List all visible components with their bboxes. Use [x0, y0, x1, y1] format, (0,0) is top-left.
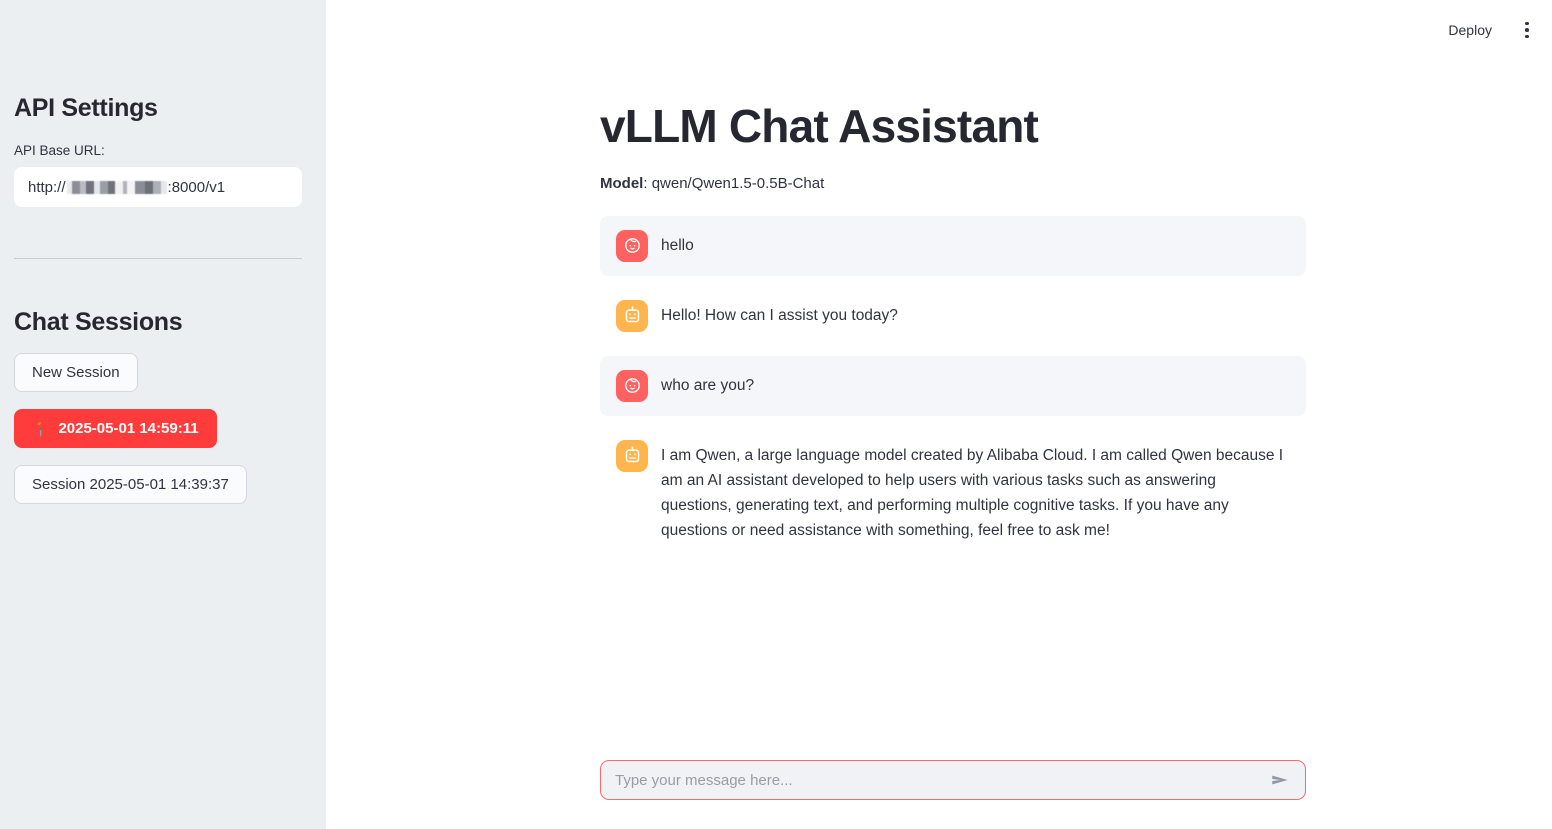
chat-message-text: Hello! How can I assist you today?	[661, 306, 898, 324]
api-base-url-input[interactable]: http:// :8000/v1	[14, 167, 302, 207]
new-session-button[interactable]: New Session	[14, 353, 138, 392]
send-arrow-icon[interactable]	[1265, 765, 1295, 795]
chat-message-list: hello Hello! How can I a	[600, 215, 1306, 557]
sidebar: API Settings API Base URL: http:// :8000/…	[0, 0, 326, 829]
chat-message-assistant: I am Qwen, a large language model create…	[600, 426, 1306, 557]
baby-face-icon	[616, 229, 648, 262]
api-base-url-label: API Base URL:	[14, 143, 105, 158]
content-column: vLLM Chat Assistant Model: qwen/Qwen1.5-…	[600, 0, 1306, 567]
deploy-button[interactable]: Deploy	[1440, 18, 1500, 42]
model-label: Model	[600, 174, 644, 192]
page-title: vLLM Chat Assistant	[600, 100, 1039, 152]
api-settings-heading: API Settings	[14, 94, 158, 122]
sidebar-divider	[14, 258, 302, 259]
chat-message-text: who are you?	[661, 376, 755, 394]
api-base-url-prefix: http://	[28, 178, 66, 196]
message-composer[interactable]	[600, 760, 1306, 800]
sidebar-session-active-label: 2025-05-01 14:59:11	[58, 420, 199, 437]
model-line: Model: qwen/Qwen1.5-0.5B-Chat	[600, 175, 1306, 192]
robot-icon	[616, 299, 648, 332]
chat-message-user: hello	[600, 215, 1306, 276]
message-input[interactable]	[615, 762, 1265, 798]
chat-message-text: I am Qwen, a large language model create…	[661, 446, 1284, 540]
model-separator: :	[643, 174, 652, 192]
sidebar-session-active[interactable]: 📍 2025-05-01 14:59:11	[14, 409, 217, 448]
baby-face-icon	[616, 369, 648, 402]
robot-icon	[616, 439, 648, 472]
chat-message-text: hello	[661, 236, 694, 254]
chat-message-user: who are you?	[600, 355, 1306, 416]
chat-sessions-heading: Chat Sessions	[14, 308, 183, 336]
pushpin-icon: 📍	[32, 420, 50, 437]
main-panel: Deploy vLLM Chat Assistant Model: qwen/Q…	[326, 0, 1552, 829]
topbar: Deploy	[1440, 0, 1552, 60]
sidebar-session-item[interactable]: Session 2025-05-01 14:39:37	[14, 465, 247, 504]
chat-message-assistant: Hello! How can I assist you today?	[600, 286, 1306, 346]
api-base-url-redacted-host	[66, 180, 167, 194]
model-name: qwen/Qwen1.5-0.5B-Chat	[651, 174, 825, 192]
api-base-url-suffix: :8000/v1	[167, 178, 226, 196]
more-vertical-icon[interactable]	[1514, 17, 1540, 43]
